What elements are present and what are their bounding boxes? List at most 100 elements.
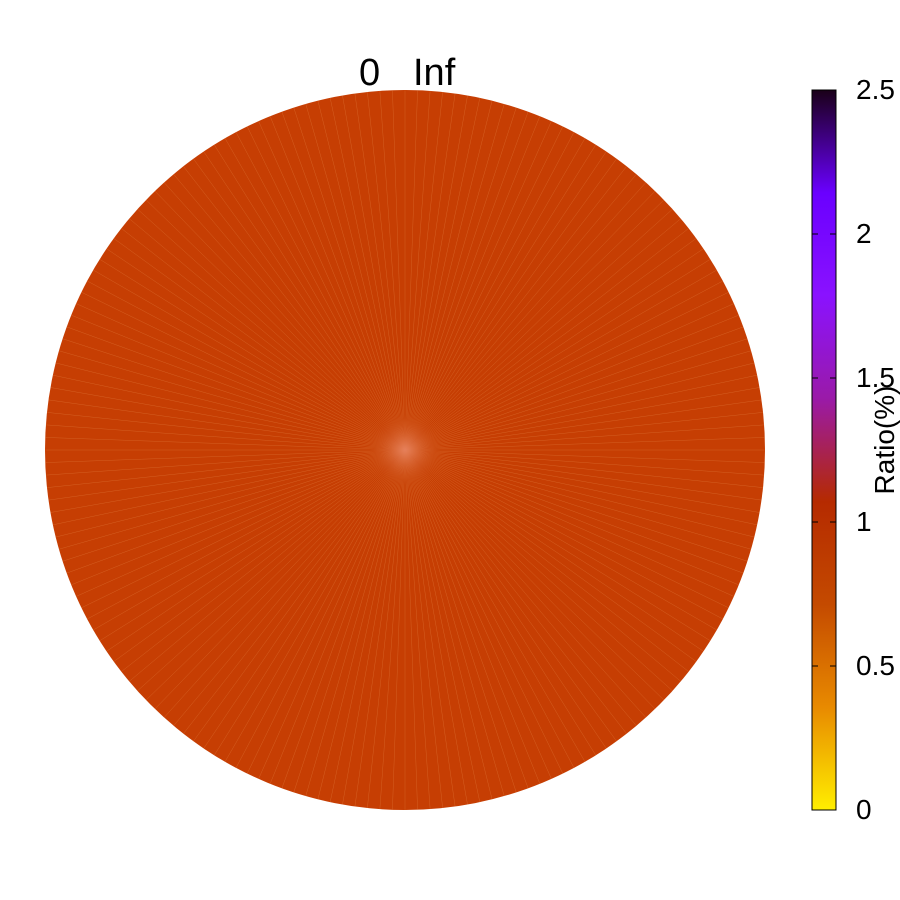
polar-spoke: [235, 449, 406, 768]
polar-spoke: [404, 449, 681, 682]
polar-spoke: [404, 449, 673, 692]
colorbar-tick-label: 0: [856, 794, 872, 825]
polar-spoke: [404, 449, 765, 476]
polar-spoke: [404, 449, 744, 574]
polar-spoke: [121, 449, 406, 672]
polar-spoke: [45, 424, 406, 451]
polar-spoke: [367, 449, 406, 809]
polar-spoke: [76, 303, 406, 451]
polar-spoke: [404, 151, 607, 451]
polar-spoke: [404, 449, 717, 631]
polar-spoke: [45, 449, 406, 476]
polar-spoke: [145, 199, 406, 451]
polar-spoke: [62, 338, 406, 451]
polar-spoke: [317, 449, 406, 800]
polar-spoke: [404, 291, 729, 451]
polar-spoke: [354, 449, 406, 807]
polar-spoke: [193, 158, 406, 451]
polar-spoke: [99, 259, 406, 451]
polar-spoke: [154, 449, 406, 710]
polar-spoke: [113, 238, 406, 451]
polar-spoke: [379, 90, 406, 451]
polar-spoke: [404, 218, 681, 451]
polar-spoke: [404, 338, 748, 451]
polar-spoke: [404, 449, 617, 742]
polar-spoke: [66, 326, 406, 451]
polar-spoke: [404, 326, 744, 451]
polar-spoke: [129, 218, 406, 451]
polar-spoke: [404, 228, 689, 451]
polar-spoke: [404, 449, 729, 609]
polar-spoke: [392, 449, 406, 810]
polar-spoke: [329, 97, 406, 451]
polar-spoke: [281, 449, 406, 789]
polar-spoke: [342, 449, 406, 805]
polar-spoke: [269, 116, 406, 451]
polar-spoke: [404, 449, 723, 620]
polar-spoke: [404, 449, 765, 463]
polar-spoke: [404, 449, 637, 726]
polar-spokes: [45, 90, 765, 810]
polar-spoke: [404, 449, 431, 810]
colorbar-tick-label: 2: [856, 218, 872, 249]
polar-spoke: [163, 449, 406, 718]
polar-spoke: [317, 100, 406, 451]
colorbar-ticks: [812, 89, 836, 811]
polar-spoke: [404, 449, 418, 810]
polar-spoke: [404, 95, 468, 451]
polar-spoke: [87, 449, 406, 620]
polar-spoke: [329, 449, 406, 803]
polar-spoke: [404, 362, 755, 451]
polar-spoke: [113, 449, 406, 662]
polar-spoke: [106, 449, 406, 652]
polar-spoke: [404, 100, 493, 451]
polar-spoke: [246, 126, 406, 451]
polar-spoke: [404, 449, 468, 805]
polar-spoke: [354, 93, 406, 451]
polar-spoke: [404, 280, 723, 451]
polar-spoke: [404, 449, 443, 809]
polar-spoke: [121, 228, 406, 451]
polar-spoke: [173, 174, 406, 451]
polar-spoke: [404, 449, 704, 652]
polar-spoke: [404, 449, 697, 662]
polar-spoke: [404, 166, 627, 451]
polar-spoke: [46, 412, 406, 451]
polar-spoke: [404, 449, 762, 501]
polar-spoke: [404, 449, 689, 672]
polar-spoke: [404, 449, 529, 789]
polar-spoke: [258, 449, 406, 779]
polar-spoke: [404, 314, 739, 451]
polar-spoke: [404, 412, 764, 451]
polar-spoke: [404, 158, 617, 451]
polar-spoke: [404, 93, 456, 451]
polar-spoke: [404, 174, 637, 451]
polar-spoke: [269, 449, 406, 784]
polar-spoke: [404, 387, 760, 451]
polar-spoke: [281, 111, 406, 451]
polar-spoke: [129, 449, 406, 682]
polar-spoke: [404, 449, 552, 779]
polar-spoke: [235, 132, 406, 451]
polar-spoke: [404, 449, 481, 803]
polar-spoke: [404, 107, 517, 451]
polar-spoke: [404, 449, 752, 550]
polar-spoke: [404, 269, 717, 451]
polar-spoke: [404, 449, 734, 597]
polar-spoke: [404, 303, 734, 451]
polar-spoke: [404, 449, 739, 586]
polar-spoke: [404, 144, 596, 451]
polar-spoke: [404, 399, 762, 451]
polar-spoke: [404, 138, 586, 451]
polar-spoke: [293, 107, 406, 451]
polar-spoke: [45, 437, 406, 451]
polar-spoke: [404, 248, 704, 451]
polar-spoke: [404, 449, 541, 784]
colorbar-tick-label: 1: [856, 506, 872, 537]
polar-spoke: [145, 449, 406, 701]
polar-spoke: [71, 449, 406, 586]
polar-spoke: [404, 449, 748, 562]
polar-spoke: [224, 138, 406, 451]
polar-spoke: [214, 144, 406, 451]
polar-spoke: [404, 121, 552, 451]
